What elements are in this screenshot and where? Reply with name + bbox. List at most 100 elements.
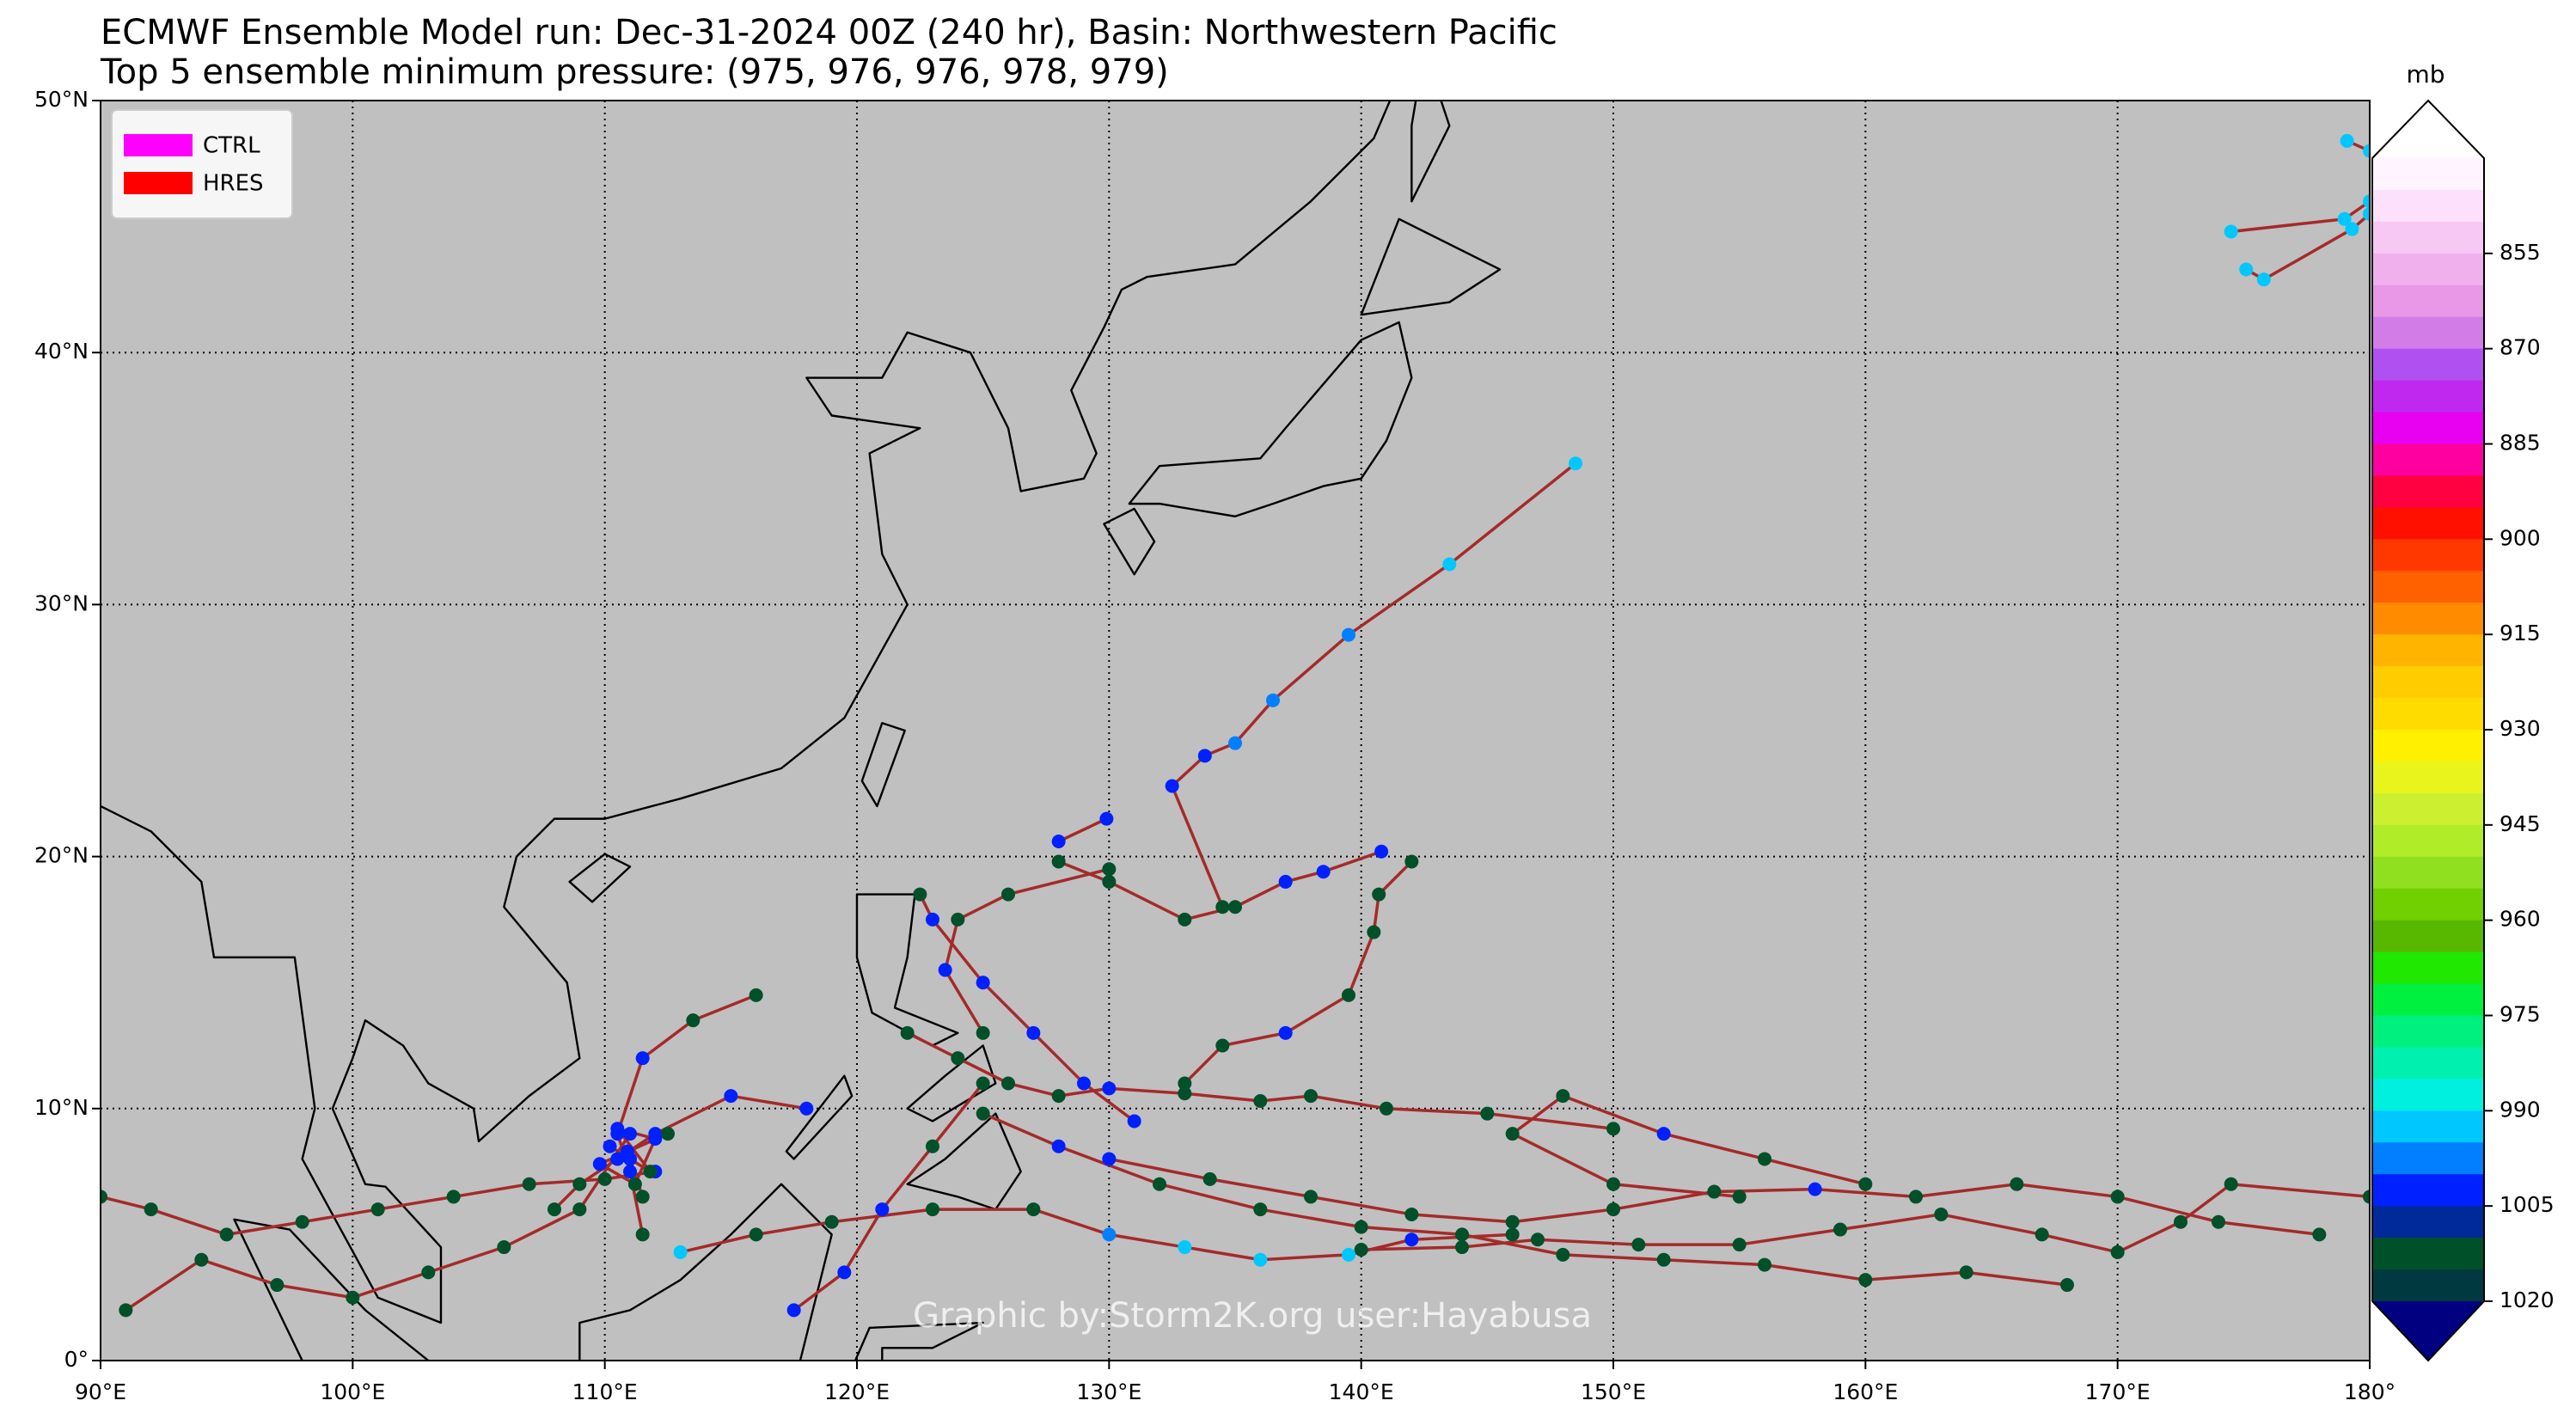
track-point [635, 1227, 650, 1242]
colorbar-segment [2372, 253, 2484, 286]
track-point [824, 1214, 839, 1229]
colorbar-segment [2372, 284, 2484, 318]
track-point [1707, 1184, 1722, 1199]
track-point [627, 1177, 642, 1191]
coast-borneo [579, 1184, 831, 1386]
map-frame [100, 100, 2371, 1361]
colorbar-tick-label: 1005 [2500, 1192, 2555, 1217]
colorbar-segment [2372, 1079, 2484, 1111]
track-point [572, 1177, 587, 1191]
track-point [976, 976, 990, 990]
track-point [572, 1202, 587, 1217]
track-point [926, 912, 939, 927]
track-point [786, 1303, 801, 1318]
x-tick-label: 170°E [2085, 1379, 2151, 1404]
track-line [1057, 817, 1108, 843]
track-point [938, 963, 952, 977]
track-point [1051, 1139, 1066, 1153]
track-point [1732, 1238, 1747, 1252]
track-point [1556, 1089, 1570, 1104]
colorbar-segment [2372, 316, 2484, 350]
track-point [1278, 874, 1293, 889]
colorbar-segment [2372, 634, 2484, 667]
track-point [621, 1144, 635, 1159]
track-point [1102, 1081, 1117, 1096]
track-point [1099, 811, 1114, 826]
track-point [101, 1190, 107, 1204]
coast-sakhalin [1411, 50, 1449, 201]
colorbar-under [2372, 1301, 2484, 1361]
track-point [837, 1265, 852, 1280]
colorbar-segment [2372, 983, 2484, 1016]
colorbar-segment [2372, 1015, 2484, 1048]
colorbar-segment [2372, 380, 2484, 413]
track-line [1170, 462, 1577, 908]
track-point [2110, 1190, 2125, 1204]
track-point [1102, 1152, 1117, 1166]
track-point [1367, 925, 1381, 939]
track-point [1480, 1106, 1495, 1121]
colorbar-segment [2372, 698, 2484, 731]
legend-box [111, 109, 293, 219]
colorbar-segment [2372, 1110, 2484, 1143]
track-point [2174, 1214, 2187, 1229]
credit: Graphic by:Storm2K.org user:Hayabusa [913, 1296, 1592, 1336]
track-point [2110, 1245, 2125, 1259]
colorbar-tick-label: 930 [2500, 716, 2541, 741]
coast-sulawesi [844, 1323, 982, 1385]
y-tick-label: 50°N [34, 87, 89, 112]
track-point [1656, 1252, 1671, 1267]
colorbar-tick-label: 870 [2500, 335, 2541, 360]
colorbar-tick-label: 1020 [2500, 1287, 2555, 1312]
track-point [1102, 1227, 1117, 1242]
track-point [522, 1177, 536, 1191]
track-point [2212, 1214, 2225, 1229]
colorbar-segment [2372, 951, 2484, 985]
track-point [1215, 1038, 1230, 1053]
track-line [982, 1112, 2068, 1287]
track-point [686, 1013, 701, 1028]
track-point [370, 1202, 385, 1217]
track-point [1253, 1094, 1268, 1109]
colorbar-segment [2372, 1238, 2484, 1270]
track-point [2345, 222, 2359, 236]
track-point [1102, 862, 1117, 877]
track-point [1266, 693, 1280, 707]
track-point [623, 1165, 637, 1179]
track-point [1354, 1242, 1368, 1257]
track-point [548, 1202, 561, 1217]
track-point [2239, 262, 2254, 277]
track-point [1178, 1076, 1192, 1091]
track-point [1077, 1076, 1091, 1091]
track-point [749, 988, 763, 1002]
track-point [2224, 224, 2238, 239]
track-point [1732, 1190, 1747, 1204]
colorbar-segment [2372, 221, 2484, 254]
track-point [635, 1190, 650, 1204]
track-point [749, 1227, 763, 1242]
y-tick-label: 30°N [34, 590, 89, 615]
track-point [144, 1202, 158, 1217]
y-tick-label: 40°N [34, 339, 89, 364]
track-point [1253, 1252, 1268, 1267]
track-point [1304, 1089, 1318, 1104]
track-point [270, 1278, 285, 1293]
coast-sumatra [234, 1220, 428, 1411]
track-point [1102, 874, 1117, 889]
track-point [951, 1051, 965, 1066]
track-point [635, 1051, 650, 1066]
track-point [2363, 1190, 2370, 1204]
track-point [1051, 854, 1066, 869]
track-point [1556, 1247, 1570, 1262]
track-point [2010, 1177, 2024, 1191]
track-point [2363, 144, 2370, 158]
coast-taiwan [862, 723, 905, 806]
x-tick-label: 160°E [1833, 1379, 1898, 1404]
colorbar-segment [2372, 920, 2484, 953]
colorbar-segment [2372, 539, 2484, 572]
track-point [1569, 456, 1582, 471]
track-point [1127, 1114, 1141, 1128]
track-point [875, 1202, 890, 1217]
track-point [1505, 1227, 1520, 1242]
